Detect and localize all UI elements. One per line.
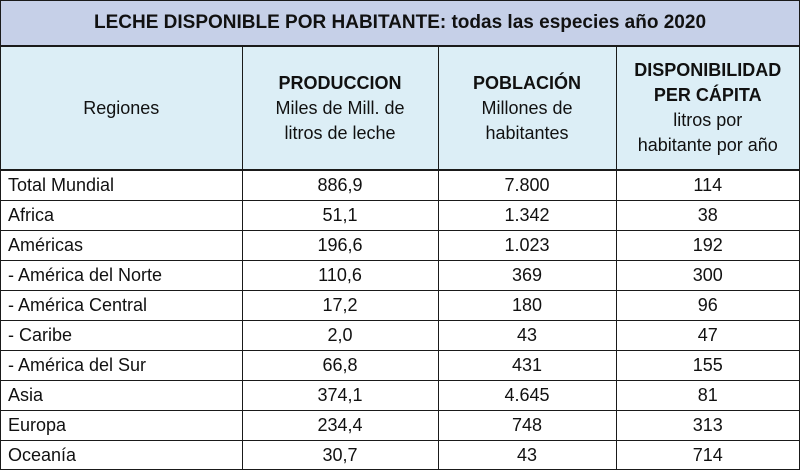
table-row: - Caribe 2,0 43 47 (1, 320, 799, 351)
cell-disponibilidad: 300 (616, 260, 799, 291)
header-row: Regiones PRODUCCION Miles de Mill. de li… (1, 47, 799, 171)
header-produccion-unit-2: litros de leche (284, 122, 396, 143)
cell-disponibilidad: 155 (616, 350, 799, 381)
cell-poblacion: 43 (438, 320, 617, 351)
cell-produccion: 17,2 (242, 290, 439, 321)
cell-disponibilidad: 313 (616, 410, 799, 441)
cell-region: Total Mundial (1, 170, 243, 201)
cell-produccion: 30,7 (242, 440, 439, 470)
header-disponibilidad: DISPONIBILIDAD PER CÁPITA litros por hab… (616, 47, 799, 171)
table-row: - América del Norte 110,6 369 300 (1, 260, 799, 291)
cell-poblacion: 1.342 (438, 200, 617, 231)
cell-poblacion: 43 (438, 440, 617, 470)
cell-disponibilidad: 38 (616, 200, 799, 231)
cell-poblacion: 431 (438, 350, 617, 381)
header-poblacion-unit-2: habitantes (485, 122, 569, 143)
cell-region: - Caribe (1, 320, 243, 351)
header-disponibilidad-title-1: DISPONIBILIDAD (634, 60, 782, 80)
table-row: Asia 374,1 4.645 81 (1, 380, 799, 411)
header-poblacion: POBLACIÓN Millones de habitantes (438, 47, 617, 171)
header-regiones: Regiones (1, 47, 243, 171)
table-row: Oceanía 30,7 43 714 (1, 440, 799, 470)
cell-produccion: 374,1 (242, 380, 439, 411)
cell-poblacion: 180 (438, 290, 617, 321)
table-row: - América del Sur 66,8 431 155 (1, 350, 799, 381)
cell-produccion: 2,0 (242, 320, 439, 351)
header-disponibilidad-unit-1: litros por (673, 110, 743, 130)
cell-produccion: 886,9 (242, 170, 439, 201)
cell-region: Oceanía (1, 440, 243, 470)
cell-disponibilidad: 192 (616, 230, 799, 261)
table-title: LECHE DISPONIBLE POR HABITANTE: todas la… (1, 1, 799, 47)
cell-region: Africa (1, 200, 243, 231)
cell-produccion: 66,8 (242, 350, 439, 381)
cell-region: Américas (1, 230, 243, 261)
cell-disponibilidad: 114 (616, 170, 799, 201)
header-produccion-unit-1: Miles de Mill. de (275, 97, 405, 118)
table-row: Américas 196,6 1.023 192 (1, 230, 799, 261)
cell-region: - América Central (1, 290, 243, 321)
header-produccion-title: PRODUCCION (278, 72, 402, 93)
cell-poblacion: 748 (438, 410, 617, 441)
cell-poblacion: 1.023 (438, 230, 617, 261)
cell-produccion: 234,4 (242, 410, 439, 441)
cell-disponibilidad: 81 (616, 380, 799, 411)
header-poblacion-title: POBLACIÓN (473, 72, 581, 93)
header-produccion: PRODUCCION Miles de Mill. de litros de l… (242, 47, 439, 171)
cell-region: Europa (1, 410, 243, 441)
data-table: Regiones PRODUCCION Miles de Mill. de li… (1, 47, 799, 470)
header-poblacion-unit-1: Millones de (481, 97, 573, 118)
cell-poblacion: 369 (438, 260, 617, 291)
header-disponibilidad-unit-2: habitante por año (637, 135, 778, 155)
cell-disponibilidad: 47 (616, 320, 799, 351)
cell-region: - América del Norte (1, 260, 243, 291)
cell-produccion: 51,1 (242, 200, 439, 231)
header-disponibilidad-title-2: PER CÁPITA (653, 85, 762, 105)
header-regiones-label: Regiones (83, 97, 160, 118)
cell-poblacion: 4.645 (438, 380, 617, 411)
table-row: Total Mundial 886,9 7.800 114 (1, 170, 799, 201)
cell-disponibilidad: 96 (616, 290, 799, 321)
cell-poblacion: 7.800 (438, 170, 617, 201)
cell-produccion: 196,6 (242, 230, 439, 261)
table-body: Total Mundial 886,9 7.800 114 Africa 51,… (1, 170, 799, 470)
cell-disponibilidad: 714 (692, 445, 723, 465)
cell-produccion: 110,6 (242, 260, 439, 291)
cell-region: Asia (1, 380, 243, 411)
table-row: Europa 234,4 748 313 (1, 410, 799, 441)
table-row: Africa 51,1 1.342 38 (1, 200, 799, 231)
table-row: - América Central 17,2 180 96 (1, 290, 799, 321)
cell-region: - América del Sur (1, 350, 243, 381)
